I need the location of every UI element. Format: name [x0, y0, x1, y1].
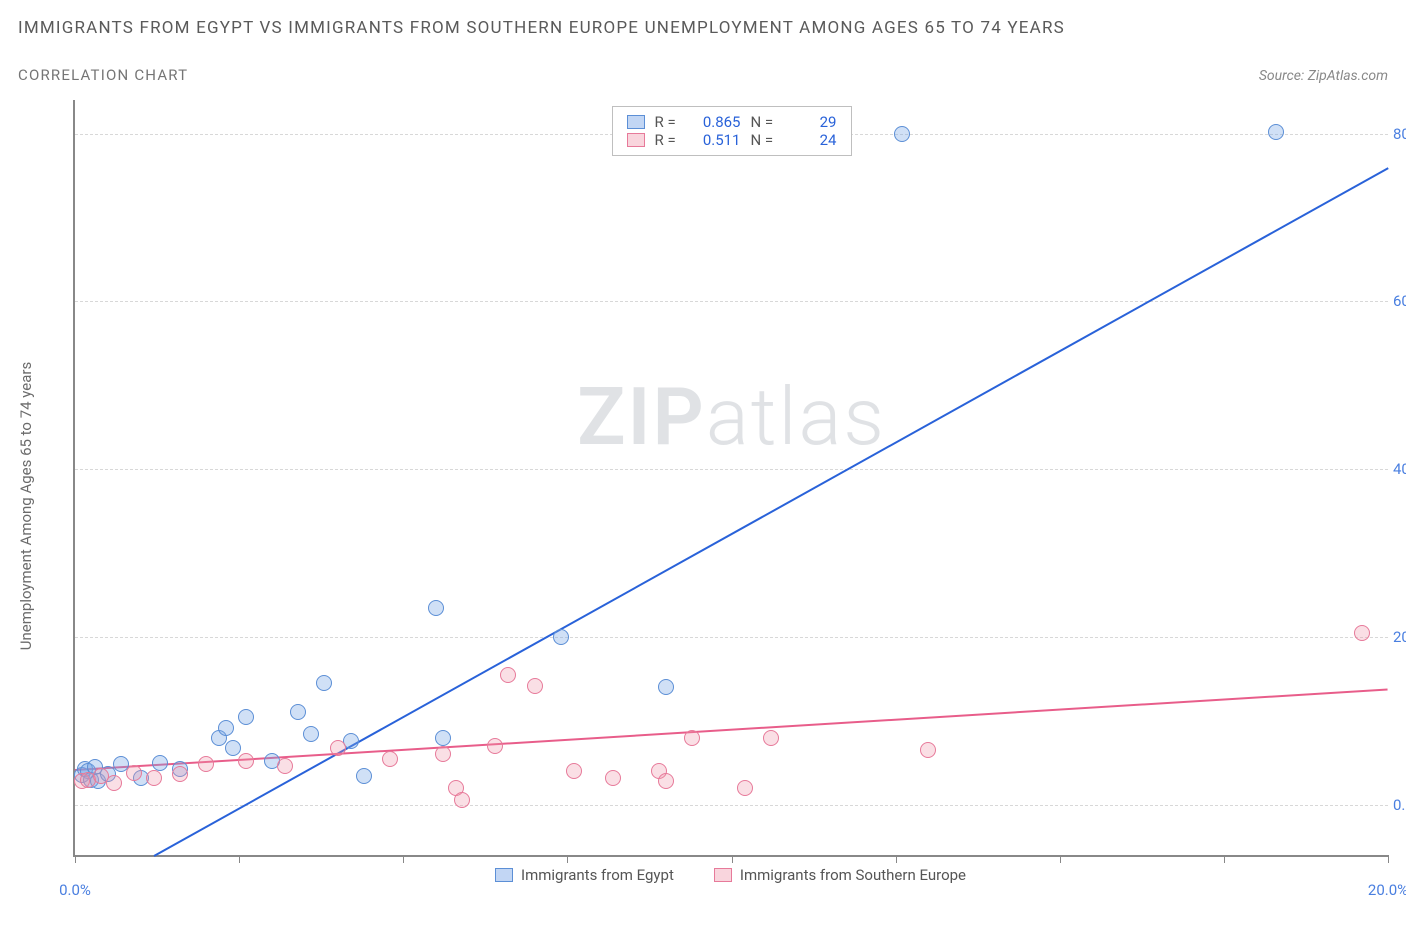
y-tick-label: 60.0% [1393, 292, 1406, 310]
data-point-blue [435, 730, 451, 746]
y-axis-label: Unemployment Among Ages 65 to 74 years [17, 362, 35, 650]
y-tick-label: 20.0% [1393, 628, 1406, 646]
data-point-pink [435, 746, 451, 762]
watermark-bold: ZIP [577, 370, 706, 464]
scatter-plot: ZIPatlas R = 0.865 N = 29 R = 0.511 N = … [73, 100, 1388, 857]
source-value: ZipAtlas.com [1308, 68, 1388, 84]
x-tick [732, 855, 733, 863]
n-label: N = [751, 113, 779, 131]
source-label: Source: [1259, 68, 1304, 84]
data-point-pink [920, 742, 936, 758]
data-point-blue [152, 755, 168, 771]
watermark: ZIPatlas [577, 370, 886, 464]
data-point-blue [225, 740, 241, 756]
data-point-pink [454, 792, 470, 808]
legend-item-1: Immigrants from Egypt [495, 866, 674, 884]
y-tick-label: 0.0% [1393, 796, 1406, 814]
x-tick [1224, 855, 1225, 863]
x-tick [239, 855, 240, 863]
data-point-blue [316, 675, 332, 691]
data-point-pink [684, 730, 700, 746]
watermark-light: atlas [706, 370, 886, 464]
r-label: R = [655, 113, 683, 131]
source-attribution: Source: ZipAtlas.com [1259, 68, 1388, 84]
data-point-pink [330, 740, 346, 756]
gridline [75, 469, 1388, 470]
data-point-blue [1268, 124, 1284, 140]
y-tick-label: 80.0% [1393, 125, 1406, 143]
x-tick [75, 855, 76, 863]
data-point-pink [500, 667, 516, 683]
r-label: R = [655, 131, 683, 149]
data-point-blue [290, 704, 306, 720]
data-point-blue [303, 726, 319, 742]
data-point-pink [605, 770, 621, 786]
n-value-2: 24 [789, 131, 837, 149]
legend-swatch-blue-icon [627, 115, 645, 129]
correlation-legend: R = 0.865 N = 29 R = 0.511 N = 24 [612, 106, 852, 156]
data-point-pink [382, 751, 398, 767]
data-point-blue [553, 629, 569, 645]
data-point-pink [106, 775, 122, 791]
data-point-blue [238, 709, 254, 725]
y-tick-label: 40.0% [1393, 460, 1406, 478]
data-point-blue [356, 768, 372, 784]
data-point-pink [737, 780, 753, 796]
page-title-line1: IMMIGRANTS FROM EGYPT VS IMMIGRANTS FROM… [18, 18, 1388, 38]
data-point-blue [894, 126, 910, 142]
data-point-pink [566, 763, 582, 779]
data-point-pink [1354, 625, 1370, 641]
chart-container: Unemployment Among Ages 65 to 74 years Z… [18, 100, 1388, 912]
data-point-blue [218, 720, 234, 736]
legend-row-1: R = 0.865 N = 29 [627, 113, 837, 131]
page-title-line2: CORRELATION CHART [18, 66, 188, 84]
legend-swatch-pink-icon [714, 868, 732, 882]
data-point-pink [763, 730, 779, 746]
x-tick [403, 855, 404, 863]
r-value-1: 0.865 [693, 113, 741, 131]
r-value-2: 0.511 [693, 131, 741, 149]
x-tick [1388, 855, 1389, 863]
legend-swatch-pink-icon [627, 133, 645, 147]
legend-label-1: Immigrants from Egypt [521, 866, 674, 884]
gridline [75, 637, 1388, 638]
data-point-pink [172, 766, 188, 782]
x-tick [896, 855, 897, 863]
n-label: N = [751, 131, 779, 149]
x-tick [567, 855, 568, 863]
legend-item-2: Immigrants from Southern Europe [714, 866, 966, 884]
data-point-pink [277, 758, 293, 774]
gridline [75, 805, 1388, 806]
data-point-blue [658, 679, 674, 695]
data-point-pink [198, 756, 214, 772]
series-legend: Immigrants from Egypt Immigrants from So… [73, 866, 1388, 884]
data-point-pink [527, 678, 543, 694]
gridline [75, 301, 1388, 302]
data-point-blue [428, 600, 444, 616]
data-point-pink [238, 753, 254, 769]
data-point-pink [126, 765, 142, 781]
n-value-1: 29 [789, 113, 837, 131]
data-point-pink [487, 738, 503, 754]
data-point-pink [658, 773, 674, 789]
data-point-pink [146, 770, 162, 786]
legend-label-2: Immigrants from Southern Europe [740, 866, 966, 884]
x-tick [1060, 855, 1061, 863]
legend-swatch-blue-icon [495, 868, 513, 882]
legend-row-2: R = 0.511 N = 24 [627, 131, 837, 149]
